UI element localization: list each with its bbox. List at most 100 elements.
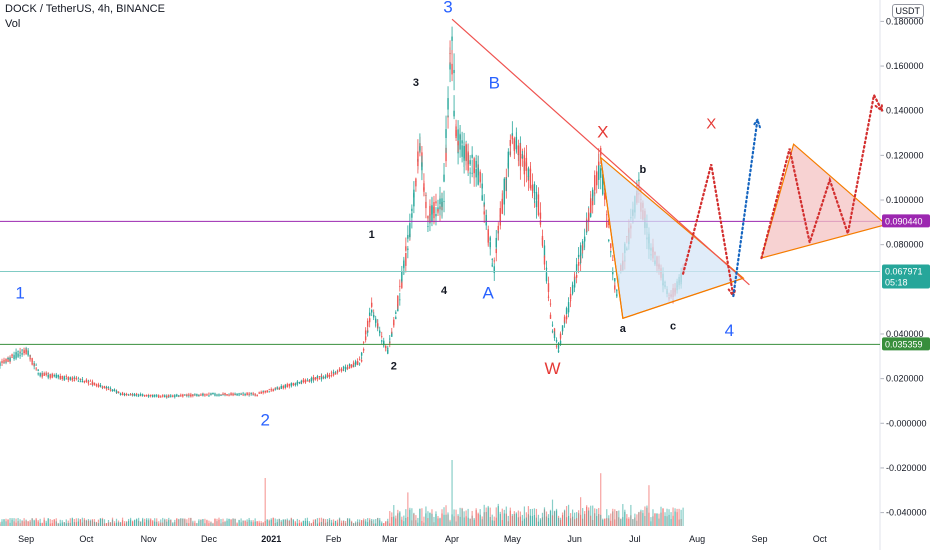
- candle-body: [0, 364, 1, 366]
- volume-bar: [274, 518, 276, 526]
- candle-body: [557, 350, 560, 353]
- x-tick-label: Sep: [18, 534, 34, 544]
- volume-bar: [662, 508, 664, 526]
- candle-body: [115, 391, 118, 393]
- candle-body: [129, 394, 132, 396]
- volume-bar: [91, 519, 94, 526]
- candle-body: [405, 253, 407, 266]
- candle-body: [543, 256, 546, 265]
- candle-body: [83, 380, 86, 383]
- volume-bar: [119, 521, 122, 526]
- volume-bar: [138, 517, 140, 526]
- candle-body: [89, 383, 92, 385]
- volume-bar: [636, 514, 638, 526]
- volume-bar: [399, 511, 401, 526]
- candle-body: [583, 236, 586, 242]
- candle-body: [298, 382, 301, 384]
- volume-bar: [69, 518, 71, 526]
- candle-body: [125, 393, 128, 395]
- volume-bar: [676, 508, 678, 526]
- candle-body: [232, 393, 234, 396]
- candle-body: [447, 98, 449, 110]
- volume-bar: [172, 522, 174, 526]
- wave-label: W: [544, 359, 560, 378]
- candle-body: [529, 168, 532, 189]
- candle-body: [252, 393, 254, 395]
- volume-bar: [33, 520, 35, 526]
- candle-body: [336, 371, 339, 373]
- candle-body: [37, 369, 39, 371]
- candle-body: [427, 226, 429, 227]
- candle-body: [270, 389, 272, 391]
- candle-body: [473, 158, 475, 174]
- candle-body: [493, 266, 495, 273]
- volume-bar: [664, 515, 666, 526]
- volume-bar: [499, 514, 501, 526]
- wave-label: 3: [443, 0, 452, 16]
- candle-body: [407, 248, 409, 250]
- candle-body: [81, 380, 84, 383]
- volume-bar: [622, 504, 624, 526]
- candle-body: [21, 349, 23, 351]
- price-label-countdown: 05:18: [885, 278, 908, 288]
- volume-bar: [340, 520, 343, 526]
- volume-bar: [154, 521, 156, 526]
- candle-body: [158, 395, 160, 397]
- candle-body: [358, 363, 361, 365]
- volume-bar: [443, 507, 445, 526]
- x-tick-label: Mar: [382, 534, 398, 544]
- candle-body: [310, 378, 313, 380]
- candle-body: [49, 375, 51, 378]
- candle-body: [527, 168, 530, 177]
- candle-body: [308, 380, 311, 382]
- volume-bar: [650, 521, 652, 526]
- candle-body: [0, 362, 1, 365]
- candle-body: [328, 375, 331, 377]
- candle-body: [147, 395, 150, 397]
- volume-bar: [648, 485, 650, 526]
- volume-bar: [230, 519, 232, 526]
- candle-body: [545, 272, 548, 282]
- candle-body: [322, 377, 325, 379]
- volume-label[interactable]: Vol: [5, 18, 21, 30]
- volume-bar: [132, 520, 134, 526]
- candle-body: [559, 333, 562, 339]
- candle-body: [453, 69, 455, 74]
- volume-bar: [85, 520, 87, 526]
- symbol-title[interactable]: DOCK / TetherUS, 4h, BINANCE: [5, 3, 165, 15]
- currency-button[interactable]: USDT: [891, 4, 924, 18]
- volume-bar: [73, 522, 75, 526]
- candle-body: [575, 274, 578, 278]
- volume-bar: [282, 519, 284, 526]
- candle-body: [354, 361, 357, 365]
- candle-body: [121, 392, 124, 395]
- price-label-text: 0.067971: [885, 267, 923, 277]
- candle-body: [583, 239, 586, 241]
- candle-body: [401, 279, 403, 288]
- volume-bar: [318, 517, 321, 526]
- projection-arrowhead: [752, 117, 761, 129]
- candle-body: [196, 394, 198, 397]
- volume-bar: [567, 504, 570, 526]
- volume-bar: [11, 519, 13, 526]
- price-label-text: 0.035359: [885, 339, 923, 349]
- candle-body: [63, 376, 65, 380]
- volume-bar: [228, 519, 230, 526]
- volume-bar: [425, 506, 427, 526]
- candle-body: [326, 374, 329, 378]
- volume-bar: [310, 522, 313, 526]
- volume-bar: [248, 517, 250, 526]
- volume-bar: [467, 517, 469, 526]
- candle-body: [511, 133, 514, 137]
- candle-body: [465, 144, 467, 161]
- volume-bar: [13, 521, 15, 526]
- volume-bar: [658, 513, 660, 526]
- volume-bar: [435, 511, 437, 526]
- candle-body: [523, 155, 526, 175]
- volume-bar: [537, 521, 540, 526]
- volume-bar: [306, 517, 308, 526]
- candle-body: [395, 317, 397, 320]
- volume-bar: [65, 519, 67, 526]
